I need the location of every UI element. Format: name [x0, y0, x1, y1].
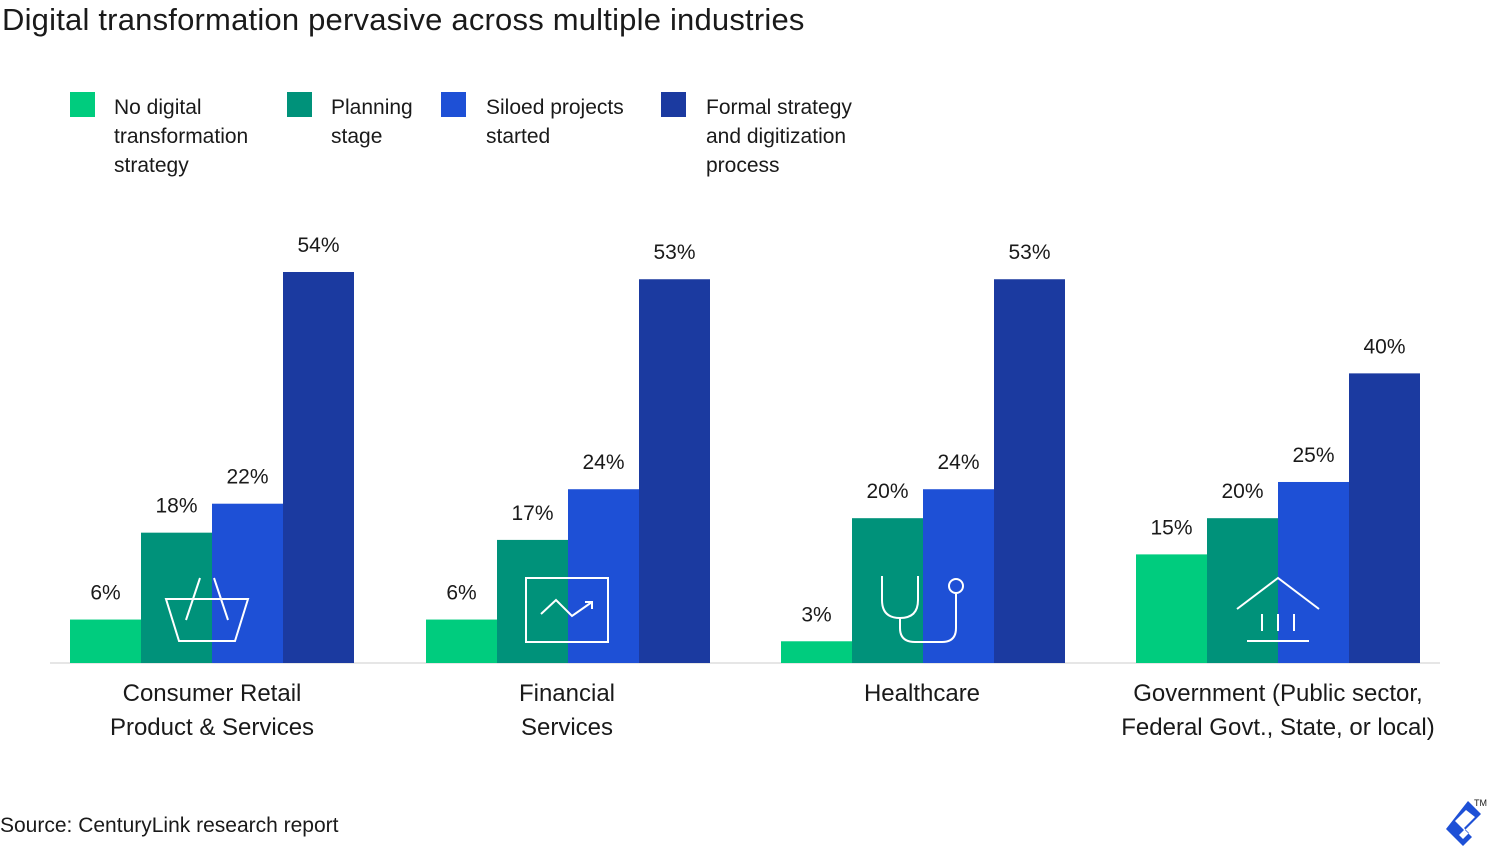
bar-government-no-strategy	[1136, 554, 1207, 663]
bars-layer	[70, 272, 1420, 663]
category-label-consumer-retail: Consumer Retail Product & Services	[109, 680, 315, 741]
value-label-government-siloed: 25%	[1292, 444, 1334, 467]
stethoscope-icon	[881, 576, 964, 643]
legend-swatch-no-strategy	[70, 92, 95, 117]
legend-swatch-planning	[287, 92, 312, 117]
bar-consumer-retail-formal	[283, 272, 354, 663]
category-label-financial-services: Financial Services	[518, 680, 616, 741]
government-building-icon	[1236, 576, 1320, 642]
legend-label-no-strategy: No digital transformation strategy	[114, 96, 249, 177]
bar-government-siloed	[1278, 481, 1349, 663]
value-label-government-planning: 20%	[1221, 480, 1263, 503]
value-label-healthcare-planning: 20%	[866, 480, 908, 503]
legend-label-formal: Formal strategy and digitization process	[706, 96, 852, 177]
bar-financial-services-no-strategy	[426, 619, 497, 663]
value-label-consumer-retail-siloed: 22%	[226, 466, 268, 489]
icons-layer	[164, 576, 1320, 643]
bar-healthcare-formal	[994, 279, 1065, 663]
bar-consumer-retail-planning	[141, 532, 212, 663]
value-label-government-no-strategy: 15%	[1150, 516, 1192, 539]
basket-icon	[164, 577, 250, 642]
value-label-healthcare-siloed: 24%	[937, 451, 979, 474]
trending-chart-icon	[525, 577, 609, 643]
value-label-healthcare-no-strategy: 3%	[801, 603, 831, 626]
toptal-logo: TM	[1438, 797, 1490, 854]
bar-consumer-retail-no-strategy	[70, 619, 141, 663]
bar-healthcare-no-strategy	[781, 641, 852, 663]
logo-mark: TM	[1446, 798, 1487, 846]
bar-healthcare-planning	[852, 518, 923, 663]
value-label-consumer-retail-no-strategy: 6%	[90, 582, 120, 605]
category-label-government: Government (Public sector, Federal Govt.…	[1121, 680, 1435, 741]
bar-government-planning	[1207, 518, 1278, 663]
value-label-government-formal: 40%	[1363, 335, 1405, 358]
value-label-financial-services-planning: 17%	[511, 502, 553, 525]
bar-financial-services-formal	[639, 279, 710, 663]
legend-swatch-siloed	[441, 92, 466, 117]
bar-healthcare-siloed	[923, 489, 994, 663]
bar-government-formal	[1349, 373, 1420, 663]
value-label-consumer-retail-planning: 18%	[155, 495, 197, 518]
trademark-text: TM	[1474, 798, 1487, 808]
category-label-healthcare: Healthcare	[863, 680, 981, 707]
bar-financial-services-siloed	[568, 489, 639, 663]
chart-title: Digital transformation pervasive across …	[2, 2, 805, 37]
value-label-financial-services-siloed: 24%	[582, 451, 624, 474]
source-note: Source: CenturyLink research report	[0, 814, 339, 837]
value-label-financial-services-no-strategy: 6%	[446, 582, 476, 605]
value-label-healthcare-formal: 53%	[1008, 241, 1050, 264]
value-label-consumer-retail-formal: 54%	[297, 234, 339, 257]
value-label-financial-services-formal: 53%	[653, 241, 695, 264]
legend-swatch-formal	[661, 92, 686, 117]
bar-consumer-retail-siloed	[212, 503, 283, 663]
legend-label-siloed: Siloed projects started	[486, 96, 624, 148]
legend-label-planning: Planning stage	[331, 96, 413, 148]
value-labels-layer: 6% 18% 22% 54% 6% 17% 24% 53% 3% 20% 24% 53% 15% 20% 2…	[90, 234, 1405, 626]
